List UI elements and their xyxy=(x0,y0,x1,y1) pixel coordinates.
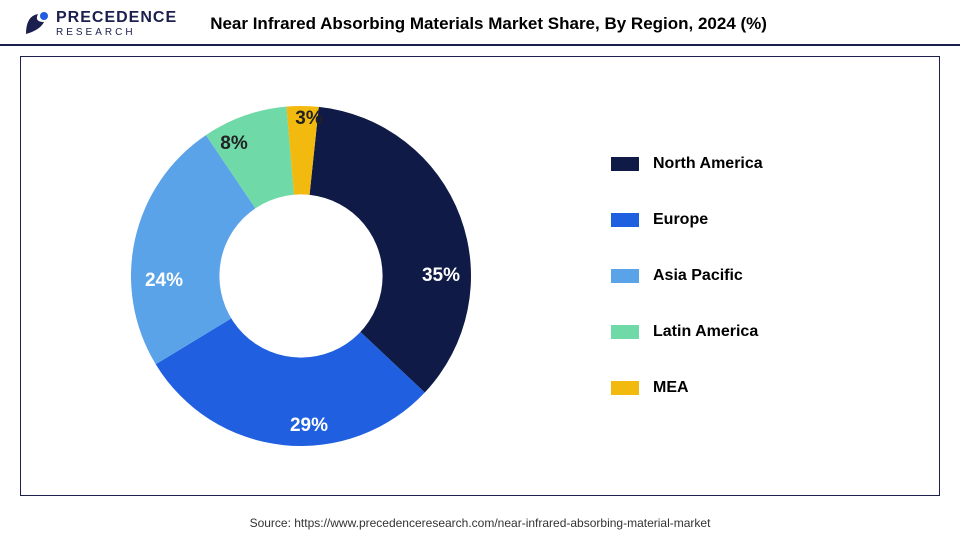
legend-swatch xyxy=(611,381,639,395)
slice-label: 35% xyxy=(422,265,460,287)
chart-area: 35% 29% 24% 8% 3% North America Europe Asia Pa… xyxy=(20,56,940,496)
logo-text-top: PRECEDENCE xyxy=(56,10,177,26)
legend-item: Latin America xyxy=(611,323,763,341)
slice-label: 3% xyxy=(295,108,322,130)
legend-swatch xyxy=(611,325,639,339)
legend-swatch xyxy=(611,157,639,171)
legend-label: North America xyxy=(653,155,763,173)
logo-icon xyxy=(20,8,52,40)
legend-swatch xyxy=(611,213,639,227)
legend-swatch xyxy=(611,269,639,283)
legend-label: MEA xyxy=(653,379,689,397)
slice-label: 29% xyxy=(290,415,328,437)
logo-text-bottom: RESEARCH xyxy=(56,28,177,38)
legend-item: Asia Pacific xyxy=(611,267,763,285)
legend: North America Europe Asia Pacific Latin Ame… xyxy=(581,155,763,397)
donut-container: 35% 29% 24% 8% 3% xyxy=(21,66,581,486)
legend-label: Europe xyxy=(653,211,708,229)
logo-text: PRECEDENCE RESEARCH xyxy=(56,10,177,38)
source-citation: Source: https://www.precedenceresearch.c… xyxy=(0,516,960,530)
legend-item: Europe xyxy=(611,211,763,229)
slice-label: 24% xyxy=(145,270,183,292)
legend-label: Latin America xyxy=(653,323,758,341)
legend-item: North America xyxy=(611,155,763,173)
legend-label: Asia Pacific xyxy=(653,267,743,285)
logo: PRECEDENCE RESEARCH xyxy=(20,8,177,40)
legend-item: MEA xyxy=(611,379,763,397)
header-bar: PRECEDENCE RESEARCH Near Infrared Absorb… xyxy=(0,0,960,46)
chart-title: Near Infrared Absorbing Materials Market… xyxy=(177,14,940,34)
slice-label: 8% xyxy=(220,133,247,155)
